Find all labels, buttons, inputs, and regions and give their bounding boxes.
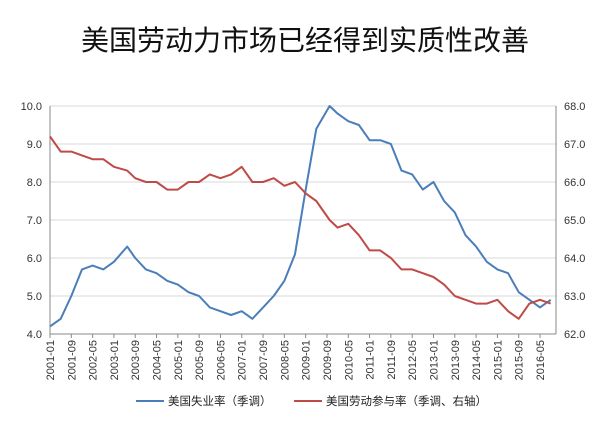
y-left-tick-label: 4.0 <box>27 329 42 341</box>
y-right-tick-label: 66.0 <box>564 177 585 189</box>
axes: 4.0 5.0 6.0 7.0 8.0 9.0 10.0 62.0 63.0 64.0 65.0 66… <box>21 101 586 341</box>
x-tick-label: 2004-05 <box>152 340 164 380</box>
x-tick-label: 2003-01 <box>109 340 121 380</box>
x-tick-label: 2015-01 <box>492 340 504 380</box>
chart-title: 美国劳动力市场已经得到实质性改善 <box>81 24 529 57</box>
y-right-tick-label: 63.0 <box>564 291 585 303</box>
legend-label-unemployment: 美国失业率（季调） <box>168 394 272 408</box>
legend: 美国失业率（季调） 美国劳动参与率（季调、右轴） <box>136 394 487 408</box>
y-right-tick-label: 64.0 <box>564 253 585 265</box>
y-right-tick-label: 62.0 <box>564 329 585 341</box>
x-tick-label: 2005-09 <box>194 340 206 380</box>
x-tick-label: 2016-05 <box>535 340 547 380</box>
x-tick-label: 2011-01 <box>365 340 377 380</box>
x-tick-label: 2001-01 <box>45 340 57 380</box>
x-tick-label: 2002-05 <box>88 340 100 380</box>
x-tick-label: 2011-09 <box>386 340 398 380</box>
y-left-tick-label: 7.0 <box>27 215 42 227</box>
y-right-tick-label: 68.0 <box>564 101 585 113</box>
y-left-tick-label: 9.0 <box>27 139 42 151</box>
x-tick-label: 2009-01 <box>301 340 313 380</box>
series-line-participation <box>49 135 552 320</box>
x-tick-labels: 2001-01 2001-09 2002-05 2003-01 2003-09 2004-… <box>45 340 547 380</box>
x-tick-label: 2013-09 <box>450 340 462 380</box>
x-tick-label: 2015-09 <box>514 340 526 380</box>
x-tick-label: 2006-05 <box>215 340 227 380</box>
y-right-tick-label: 65.0 <box>564 215 585 227</box>
x-tick-label: 2010-05 <box>343 340 355 380</box>
x-tick-label: 2009-09 <box>322 340 334 380</box>
gridlines <box>50 105 556 335</box>
y-right-tick-label: 67.0 <box>564 139 585 151</box>
series-lines <box>49 105 552 328</box>
x-tick-label: 2008-05 <box>279 340 291 380</box>
y-left-tick-label: 8.0 <box>27 177 42 189</box>
legend-label-participation: 美国劳动参与率（季调、右轴） <box>326 394 487 408</box>
y-left-tick-label: 10.0 <box>21 101 42 113</box>
x-tick-label: 2007-01 <box>237 340 249 380</box>
x-tick-label: 2012-05 <box>407 340 419 380</box>
y-left-tick-label: 6.0 <box>27 253 42 265</box>
x-tick-label: 2014-05 <box>471 340 483 380</box>
x-tick-label: 2001-09 <box>66 340 78 380</box>
x-tick-label: 2005-01 <box>173 340 185 380</box>
x-tick-label: 2013-01 <box>428 340 440 380</box>
x-tick-label: 2007-09 <box>258 340 270 380</box>
series-line-unemployment <box>49 105 552 328</box>
y-left-tick-label: 5.0 <box>27 291 42 303</box>
x-tick-label: 2003-09 <box>130 340 142 380</box>
